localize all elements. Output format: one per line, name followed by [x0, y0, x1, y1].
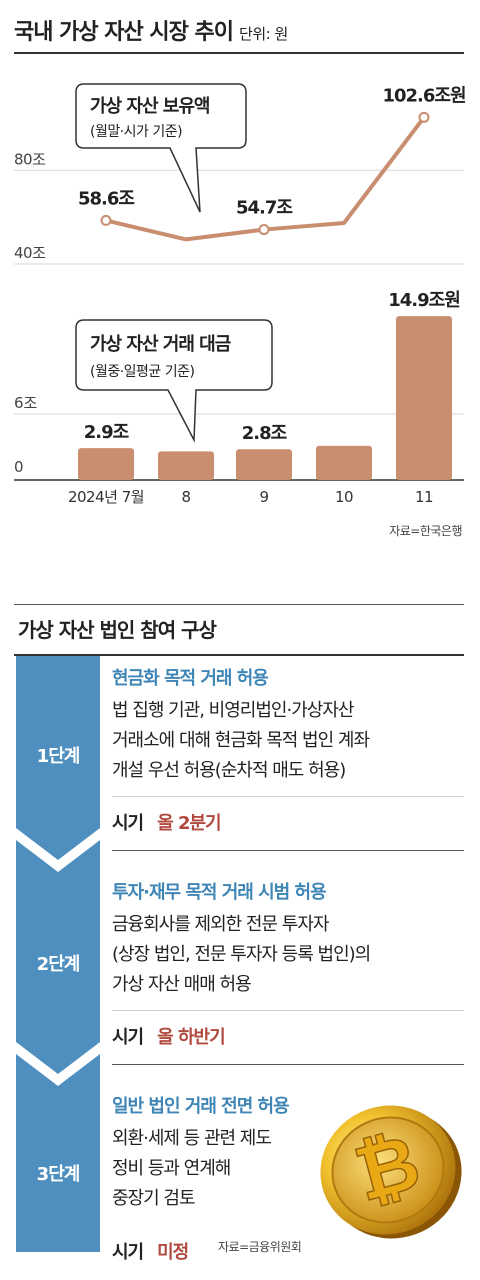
plan-title: 가상 자산 법인 참여 구상: [18, 618, 217, 642]
trading-bar: [316, 445, 372, 480]
step-1-content: 현금화 목적 거래 허용 법 집행 기관, 비영리법인·가상자산 거래소에 대해…: [112, 664, 464, 835]
step-1-line: 개설 우선 허용(순차적 매도 허용): [112, 760, 346, 781]
line-chart-grid: [14, 169, 464, 265]
trading-callout-title: 가상 자산 거래 대금: [90, 334, 231, 355]
step-3-arrow: [16, 1054, 100, 1252]
steps-rail: [16, 656, 100, 1252]
holdings-data-label: 54.7조: [236, 198, 292, 219]
trading-bar-chart: 0 6조 2.9조 2.8조 14.9조원 2024년 7월 8 9 10 11 가상 자산 …: [14, 290, 464, 506]
trading-callout-bubble: [75, 319, 273, 443]
step-2-timing: 시기 올 하반기: [112, 1023, 464, 1049]
bar-chart-data-labels: 2.9조 2.8조 14.9조원: [84, 290, 461, 444]
step-1-timing-label: 시기: [112, 813, 144, 834]
holdings-callout-title: 가상 자산 보유액: [90, 96, 209, 117]
step-2-separator: [112, 1064, 464, 1065]
trading-data-label: 2.8조: [242, 423, 287, 444]
holdings-data-label: 102.6조원: [382, 85, 465, 106]
step-3-timing: 시기 미정: [112, 1238, 189, 1264]
step-2-line: 가상 자산 매매 허용: [112, 974, 252, 995]
step-2-line: 금융회사를 제외한 전문 투자자: [112, 914, 329, 935]
source-bok: 자료=한국은행: [389, 524, 462, 538]
trading-bar: [396, 316, 452, 480]
line-chart-y-ticks: 40조 80조: [14, 150, 47, 262]
step-1-timing: 시기 올 2분기: [112, 809, 464, 835]
holdings-callout-bubble: [75, 83, 247, 213]
step-2-divider: [112, 1010, 464, 1011]
trading-data-label: 2.9조: [84, 422, 129, 443]
holdings-line-chart: 40조 80조 58.6조 54.7조 102.6조원 가상 자산 보유액 (월말·시…: [14, 83, 467, 265]
line-y-tick-label: 40조: [14, 244, 46, 262]
chart-title: 국내 가상 자산 시장 추이 단위: 원: [14, 14, 288, 46]
holdings-point: [100, 214, 112, 226]
step-3-line: 외환·세제 등 관련 제도: [112, 1128, 272, 1149]
step-2-arrow: [16, 840, 100, 1074]
step-1-arrow: [16, 656, 100, 860]
step-1-line: 거래소에 대해 현금화 목적 법인 계좌: [112, 730, 370, 751]
trading-bar: [236, 449, 292, 480]
bar-x-tick-label: 2024년 7월: [68, 488, 144, 506]
step-2-line: (상장 법인, 전문 투자자 등록 법인)의: [112, 944, 371, 965]
trading-callout-subtitle: (월중·일평균 기준): [90, 364, 195, 380]
step-1-label: 1단계: [36, 746, 81, 767]
title-rule: [14, 52, 464, 54]
step-3-line: 중장기 검토: [112, 1188, 196, 1209]
step-1-line: 법 집행 기관, 비영리법인·가상자산: [112, 700, 354, 721]
bar-x-tick-label: 11: [415, 488, 433, 506]
source-fsc: 자료=금융위원회: [218, 1240, 302, 1254]
holdings-point: [418, 111, 430, 123]
step-2-label: 2단계: [36, 954, 81, 975]
step-3-head: 일반 법인 거래 전면 허용: [112, 1096, 290, 1117]
line-chart-data-labels: 58.6조 54.7조 102.6조원: [78, 85, 467, 219]
section-rule: [14, 604, 464, 605]
step-2-timing-label: 시기: [112, 1027, 144, 1048]
step-2-content: 투자·재무 목적 거래 시범 허용 금융회사를 제외한 전문 투자자 (상장 법…: [112, 878, 464, 1049]
holdings-callout: 가상 자산 보유액 (월말·시가 기준): [75, 83, 247, 213]
bar-chart-x-labels: 2024년 7월 8 9 10 11: [68, 488, 434, 506]
step-1-head: 현금화 목적 거래 허용: [112, 668, 269, 689]
unit-label: 단위: 원: [239, 25, 288, 43]
holdings-point: [258, 224, 270, 236]
trading-bar: [158, 451, 214, 480]
chart-title-text: 국내 가상 자산 시장 추이: [14, 20, 234, 45]
step-3-body: 외환·세제 등 관련 제도 정비 등과 연계해 중장기 검토: [112, 1124, 300, 1214]
bitcoin-icon: ₿: [320, 1105, 462, 1239]
holdings-data-label: 58.6조: [78, 188, 134, 209]
bar-x-tick-label: 8: [181, 488, 190, 506]
step-2-timing-value: 올 하반기: [157, 1027, 226, 1048]
line-chart-series: [100, 111, 430, 242]
step-1-separator: [112, 850, 464, 851]
step-2-body: 금융회사를 제외한 전문 투자자 (상장 법인, 전문 투자자 등록 법인)의 …: [112, 910, 464, 1000]
step-1-body: 법 집행 기관, 비영리법인·가상자산 거래소에 대해 현금화 목적 법인 계좌…: [112, 696, 464, 786]
step-3-timing-label: 시기: [112, 1242, 144, 1263]
step-3-content: 일반 법인 거래 전면 허용 외환·세제 등 관련 제도 정비 등과 연계해 중…: [112, 1092, 300, 1214]
step-3-line: 정비 등과 연계해: [112, 1158, 231, 1179]
bar-chart-y-ticks: 0 6조: [14, 394, 38, 476]
bar-y-tick-label: 6조: [14, 394, 38, 412]
step-3-timing-value: 미정: [157, 1242, 189, 1263]
step-2-head: 투자·재무 목적 거래 시범 허용: [112, 882, 327, 903]
step-1-divider: [112, 796, 464, 797]
trading-data-label: 14.9조원: [388, 290, 460, 311]
holdings-callout-subtitle: (월말·시가 기준): [90, 124, 182, 140]
step-3-label: 3단계: [36, 1164, 81, 1185]
plan-title-rule: [14, 654, 464, 656]
step-1-timing-value: 올 2분기: [157, 813, 221, 834]
line-y-tick-label: 80조: [14, 150, 46, 168]
bar-y-tick-label: 0: [14, 458, 24, 476]
trading-callout: 가상 자산 거래 대금 (월중·일평균 기준): [75, 319, 273, 443]
bar-x-tick-label: 9: [259, 488, 268, 506]
trading-bar: [78, 448, 134, 480]
bar-x-tick-label: 10: [335, 488, 353, 506]
bar-chart-bars: [78, 316, 452, 480]
